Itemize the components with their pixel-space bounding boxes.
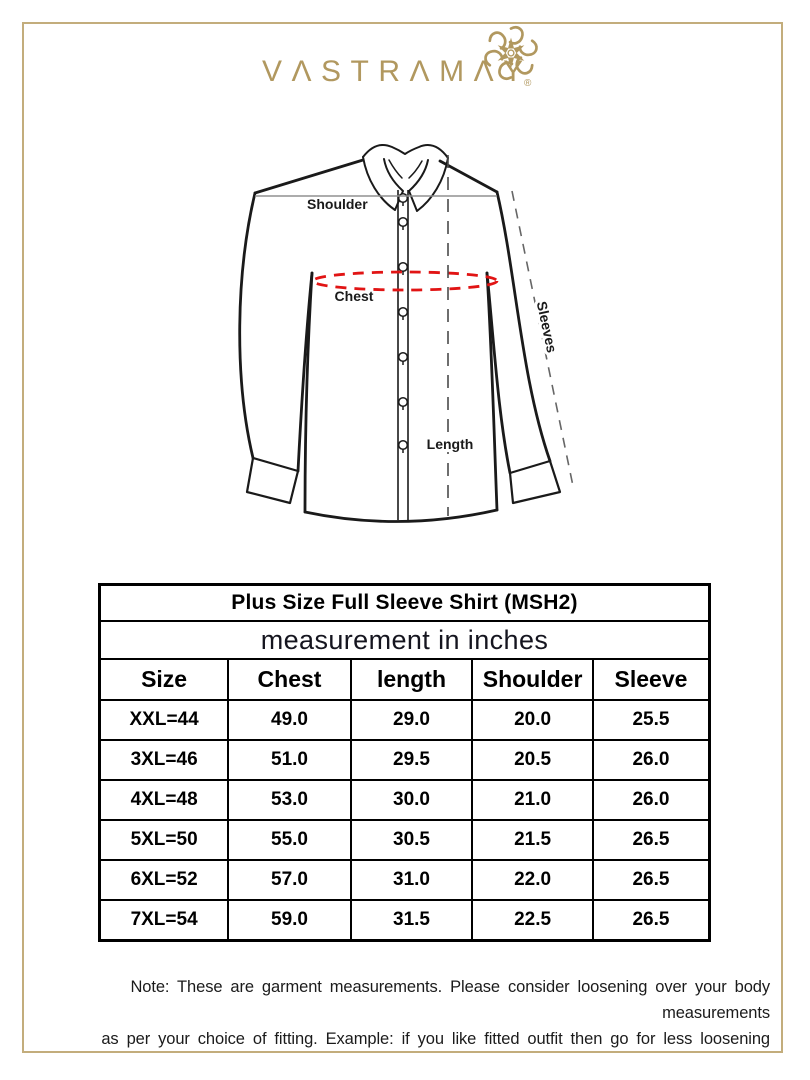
mandala-ornament-icon (484, 26, 538, 80)
value-cell: 59.0 (227, 899, 352, 942)
table-row: 7XL=54 59.0 31.5 22.5 26.5 (98, 899, 711, 942)
value-cell: 57.0 (227, 859, 352, 901)
size-cell: 3XL=46 (98, 739, 230, 781)
value-cell: 31.0 (349, 859, 474, 901)
value-cell: 21.0 (471, 779, 594, 821)
sleeves-guide-line (511, 190, 574, 487)
sleeves-label: Sleeves (534, 300, 561, 355)
column-header-size: Size (98, 658, 230, 701)
shirt-buttons (397, 192, 409, 453)
column-header-shoulder: Shoulder (471, 658, 594, 701)
value-cell: 26.5 (591, 859, 711, 901)
shirt-collar (362, 144, 449, 212)
value-cell: 31.5 (349, 899, 474, 942)
size-table: Plus Size Full Sleeve Shirt (MSH2) measu… (98, 583, 711, 942)
chest-label: Chest (335, 288, 374, 304)
table-row: XXL=44 49.0 29.0 20.0 25.5 (98, 699, 711, 741)
value-cell: 26.0 (591, 779, 711, 821)
value-cell: 20.5 (471, 739, 594, 781)
brand-logo: VΛSTRΛMΛY ® (262, 26, 538, 101)
table-title-row: Plus Size Full Sleeve Shirt (MSH2) (98, 583, 711, 622)
value-cell: 22.0 (471, 859, 594, 901)
gold-border-frame (22, 22, 783, 1053)
table-header-row: Size Chest length Shoulder Sleeve (98, 658, 711, 701)
table-title: Plus Size Full Sleeve Shirt (MSH2) (98, 583, 711, 622)
table-body: XXL=44 49.0 29.0 20.0 25.5 3XL=46 51.0 29.5 20.5… (98, 699, 711, 942)
value-cell: 26.0 (591, 739, 711, 781)
shirt-measurement-diagram: Shoulder Chest Length Sleeves (216, 133, 594, 563)
table-subtitle: measurement in inches (98, 620, 711, 660)
size-cell: 7XL=54 (98, 899, 230, 942)
table-row: 4XL=48 53.0 30.0 21.0 26.0 (98, 779, 711, 821)
value-cell: 22.5 (471, 899, 594, 942)
measurement-note: Note: These are garment measurements. Pl… (40, 974, 770, 1052)
value-cell: 53.0 (227, 779, 352, 821)
shirt-outline (238, 158, 562, 523)
value-cell: 21.5 (471, 819, 594, 861)
value-cell: 55.0 (227, 819, 352, 861)
brand-name: VΛSTRΛMΛY (262, 55, 533, 88)
column-header-length: length (349, 658, 474, 701)
size-cell: 5XL=50 (98, 819, 230, 861)
shirt-placket (397, 190, 409, 520)
chest-guide-ellipse (311, 270, 499, 292)
value-cell: 25.5 (591, 699, 711, 741)
size-cell: XXL=44 (98, 699, 230, 741)
column-header-sleeve: Sleeve (591, 658, 711, 701)
size-cell: 6XL=52 (98, 859, 230, 901)
value-cell: 29.0 (349, 699, 474, 741)
table-row: 3XL=46 51.0 29.5 20.5 26.0 (98, 739, 711, 781)
value-cell: 30.0 (349, 779, 474, 821)
registered-trademark: ® (524, 78, 532, 89)
length-label: Length (427, 436, 474, 452)
value-cell: 51.0 (227, 739, 352, 781)
value-cell: 20.0 (471, 699, 594, 741)
column-header-chest: Chest (227, 658, 352, 701)
table-subtitle-row: measurement in inches (98, 620, 711, 660)
size-cell: 4XL=48 (98, 779, 230, 821)
table-row: 5XL=50 55.0 30.5 21.5 26.5 (98, 819, 711, 861)
value-cell: 29.5 (349, 739, 474, 781)
value-cell: 49.0 (227, 699, 352, 741)
table-row: 6XL=52 57.0 31.0 22.0 26.5 (98, 859, 711, 901)
note-line-2: as per your choice of fitting. Example: … (101, 1030, 770, 1048)
note-line-1: Note: These are garment measurements. Pl… (130, 978, 770, 1022)
value-cell: 30.5 (349, 819, 474, 861)
shoulder-label: Shoulder (307, 196, 368, 212)
value-cell: 26.5 (591, 819, 711, 861)
value-cell: 26.5 (591, 899, 711, 942)
